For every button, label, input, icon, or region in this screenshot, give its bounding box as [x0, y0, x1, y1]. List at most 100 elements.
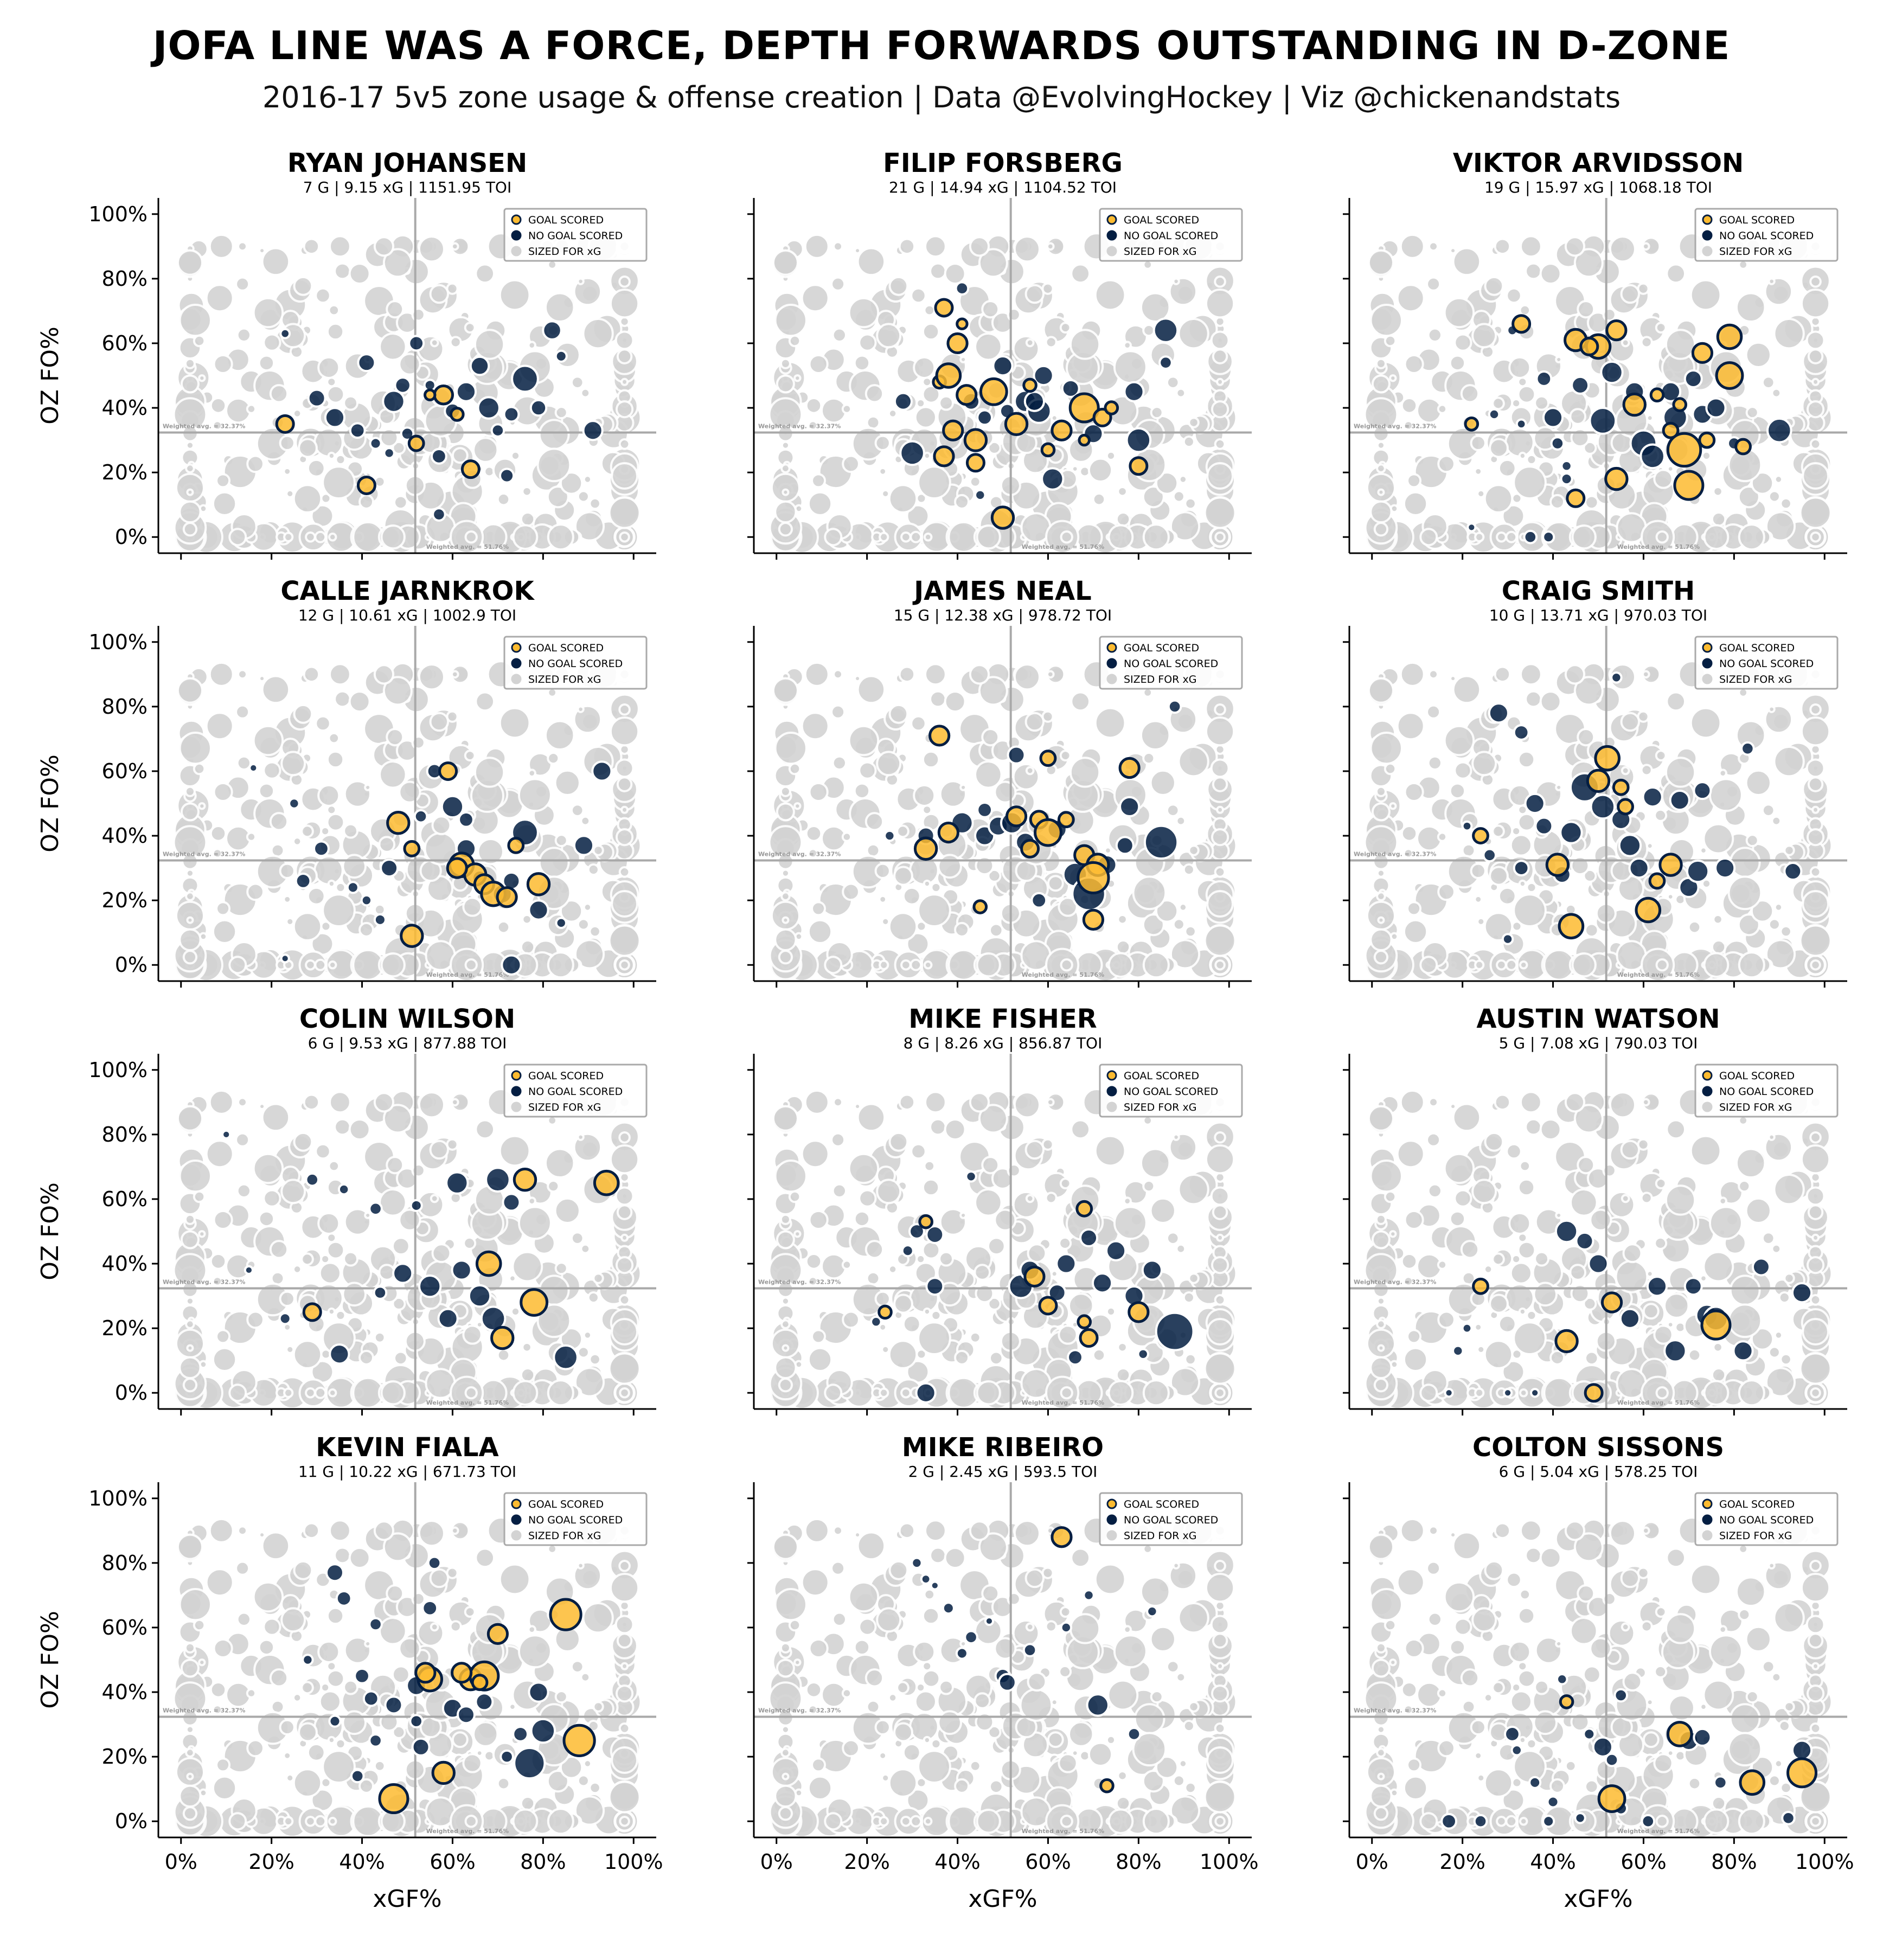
background-dot: [1371, 374, 1391, 394]
background-dot: [1809, 866, 1822, 878]
background-dot: [246, 454, 265, 473]
background-dot: [1210, 1186, 1230, 1206]
background-dot: [1437, 882, 1456, 901]
legend-marker: [1702, 1086, 1713, 1097]
background-dot: [929, 690, 947, 708]
background-dot: [1046, 242, 1055, 251]
background-dot: [1214, 959, 1226, 971]
background-dot: [1050, 1270, 1059, 1278]
background-dot: [608, 1352, 641, 1385]
background-dot: [342, 854, 367, 879]
background-dot: [348, 690, 371, 713]
legend-marker: [1702, 1101, 1713, 1112]
background-dot: [184, 357, 196, 369]
background-dot: [1509, 1261, 1533, 1285]
panel-title: KEVIN FIALA: [316, 1432, 498, 1463]
background-dot: [1367, 677, 1394, 704]
background-dot: [314, 958, 327, 971]
background-dot: [1182, 435, 1195, 449]
background-dot: [262, 333, 281, 352]
background-dot: [1779, 925, 1792, 938]
legend-label: SIZED FOR xG: [1719, 674, 1792, 686]
legend-label: SIZED FOR xG: [1124, 246, 1196, 258]
background-dot: [451, 1731, 469, 1748]
background-dot: [547, 523, 574, 551]
goal-point: [424, 388, 437, 401]
background-dot: [1210, 828, 1229, 847]
background-dot: [879, 531, 889, 542]
background-dot: [431, 1243, 452, 1264]
background-dot: [306, 458, 326, 478]
goal-point: [1558, 913, 1585, 940]
background-dot: [864, 384, 885, 403]
background-dot: [246, 1688, 257, 1699]
background-dot: [876, 1178, 902, 1205]
background-dot: [1621, 338, 1630, 348]
background-dot: [923, 532, 933, 542]
goal-point: [593, 1169, 620, 1196]
background-dot: [910, 530, 923, 543]
background-dot: [1045, 336, 1058, 349]
background-dot: [881, 489, 891, 498]
goal-point: [475, 1250, 502, 1277]
no-goal-point: [1639, 443, 1666, 470]
background-dot: [343, 395, 359, 411]
background-dot: [182, 950, 198, 965]
background-dot: [328, 960, 337, 970]
background-dot: [1506, 1143, 1522, 1160]
background-dot: [1371, 802, 1391, 822]
background-dot: [358, 494, 375, 510]
goal-point: [1579, 336, 1599, 356]
goal-point: [1673, 470, 1705, 501]
y-tick-label: 20%: [102, 1316, 148, 1340]
background-dot: [1428, 1097, 1439, 1108]
goal-point: [1554, 1329, 1579, 1354]
no-goal-point: [976, 409, 994, 426]
background-dot: [1811, 1233, 1820, 1242]
background-dot: [1419, 1383, 1438, 1402]
background-dot: [1443, 297, 1475, 329]
background-dot: [176, 1105, 203, 1132]
no-goal-point: [305, 1172, 320, 1187]
background-dot: [1727, 1303, 1763, 1338]
background-dot: [1453, 761, 1472, 780]
legend-label: NO GOAL SCORED: [1719, 1086, 1814, 1098]
legend-marker: [1106, 674, 1117, 684]
legend-label: SIZED FOR xG: [1124, 1101, 1196, 1113]
vertical-reference-label: Weighted avg. = 51.76%: [426, 543, 509, 550]
goal-point: [937, 821, 959, 844]
background-dot: [185, 868, 195, 878]
background-dot: [772, 677, 799, 704]
no-goal-point: [883, 829, 896, 842]
no-goal-point: [1092, 1272, 1113, 1294]
background-dot: [475, 263, 496, 284]
background-dot: [318, 1261, 342, 1285]
background-dot: [902, 1314, 921, 1334]
background-dot: [923, 879, 932, 888]
horizontal-reference-label: Weighted avg. = 32.37%: [758, 422, 841, 430]
no-goal-point: [893, 392, 913, 411]
background-dot: [1773, 1173, 1805, 1206]
background-dot: [1525, 1118, 1542, 1136]
goal-point: [1077, 1314, 1092, 1330]
goal-point: [1605, 319, 1628, 342]
background-dot: [1377, 916, 1385, 924]
background-dot: [451, 447, 469, 464]
background-dot: [1107, 524, 1134, 550]
background-dot: [1470, 434, 1487, 452]
goal-point: [1672, 397, 1688, 412]
no-goal-point: [288, 797, 300, 810]
background-dot: [614, 758, 635, 778]
background-dot: [327, 1307, 336, 1316]
background-dot: [1216, 1233, 1225, 1242]
background-dot: [279, 862, 296, 880]
goal-point: [1472, 827, 1489, 844]
background-dot: [881, 917, 891, 926]
background-dot: [1396, 1139, 1425, 1169]
background-dot: [1718, 768, 1727, 778]
background-dot: [988, 1350, 1004, 1366]
background-dot: [520, 939, 536, 955]
no-goal-point: [1766, 417, 1792, 444]
background-dot: [464, 1386, 478, 1400]
goal-point: [1658, 853, 1683, 877]
